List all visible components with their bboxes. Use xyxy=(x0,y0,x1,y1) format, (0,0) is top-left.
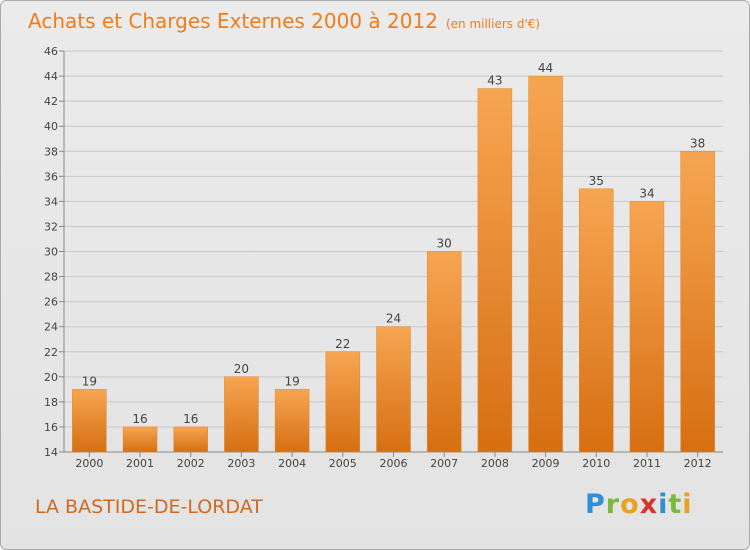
data-label-2011: 34 xyxy=(639,186,654,200)
data-label-2006: 24 xyxy=(386,312,401,326)
x-tick-label-2008: 2008 xyxy=(481,457,509,470)
y-tick-label: 34 xyxy=(44,195,58,208)
y-tick-label: 42 xyxy=(44,95,58,108)
bar-2009 xyxy=(528,75,563,453)
logo-letter: o xyxy=(620,489,640,520)
y-tick-label: 46 xyxy=(44,45,58,58)
y-tick-label: 24 xyxy=(44,321,58,334)
data-label-2005: 22 xyxy=(335,337,350,351)
x-tick-label-2000: 2000 xyxy=(75,457,103,470)
x-axis: 2000 2001 2002 2003 2004 2005 2006 2007 2008 2009… xyxy=(64,451,723,470)
y-tick-label: 20 xyxy=(44,371,58,384)
y-tick-label: 22 xyxy=(44,346,58,359)
data-label-2004: 19 xyxy=(284,374,299,388)
y-tick-label: 40 xyxy=(44,120,58,133)
bar-2001 xyxy=(122,426,158,453)
y-tick-label: 14 xyxy=(44,446,58,459)
title-text: Achats et Charges Externes 2000 à 2012 xyxy=(28,9,438,33)
y-tick-label: 18 xyxy=(44,396,58,409)
x-tick-label-2009: 2009 xyxy=(532,457,560,470)
y-tick-label: 16 xyxy=(44,421,58,434)
logo-letter: t xyxy=(668,489,683,520)
x-tick-label-2011: 2011 xyxy=(633,457,661,470)
bar-2004 xyxy=(274,389,310,453)
bars xyxy=(72,75,715,453)
chart-title: Achats et Charges Externes 2000 à 2012 (e… xyxy=(28,9,540,33)
bar-2007 xyxy=(426,251,462,453)
x-tick-label-2005: 2005 xyxy=(329,457,357,470)
bar-2000 xyxy=(72,389,107,453)
y-tick-label: 38 xyxy=(44,145,58,158)
y-tick-label: 36 xyxy=(44,170,58,183)
x-tick-label-2006: 2006 xyxy=(380,457,408,470)
bar-2010 xyxy=(579,188,614,453)
x-tick-label-2001: 2001 xyxy=(126,457,154,470)
logo-letter: P xyxy=(585,489,606,520)
y-tick-label: 32 xyxy=(44,220,58,233)
commune-name: LA BASTIDE-DE-LORDAT xyxy=(35,496,263,518)
data-label-2002: 16 xyxy=(183,412,198,426)
logo-letter: x xyxy=(639,489,659,520)
logo-letter: i xyxy=(682,489,693,520)
data-label-2012: 38 xyxy=(690,136,705,150)
bar-2005 xyxy=(325,351,361,453)
bar-2002 xyxy=(173,426,208,453)
bar-2006 xyxy=(376,326,411,453)
data-label-2000: 19 xyxy=(82,374,97,388)
y-tick-label: 44 xyxy=(44,70,58,83)
x-tick-label-2004: 2004 xyxy=(278,457,306,470)
x-tick-label-2012: 2012 xyxy=(684,457,712,470)
chart-subtitle: (en milliers d'€) xyxy=(445,17,541,31)
y-tick-label: 30 xyxy=(44,246,58,259)
bar-2011 xyxy=(629,201,665,453)
logo-letter: i xyxy=(658,489,669,520)
data-label-2007: 30 xyxy=(437,237,452,251)
bar-2003 xyxy=(224,376,259,453)
y-tick-label: 26 xyxy=(44,296,58,309)
data-label-2009: 44 xyxy=(538,61,553,75)
x-tick-label-2010: 2010 xyxy=(582,457,610,470)
proxiti-logo: Proxiti xyxy=(585,489,693,520)
y-tick-label: 28 xyxy=(44,271,58,284)
bar-2012 xyxy=(680,151,715,453)
data-labels: 19 16 16 20 19 22 24 30 43 44 35 34 38 xyxy=(82,61,706,426)
data-label-2001: 16 xyxy=(132,412,147,426)
x-tick-label-2007: 2007 xyxy=(430,457,458,470)
data-label-2010: 35 xyxy=(589,174,604,188)
logo-letter: r xyxy=(605,489,621,520)
data-label-2003: 20 xyxy=(234,362,249,376)
x-tick-label-2002: 2002 xyxy=(177,457,205,470)
y-axis: 14 16 18 20 22 24 26 28 30 32 34 36 38 40 42 44 46 xyxy=(44,45,65,459)
x-tick-label-2003: 2003 xyxy=(227,457,255,470)
data-label-2008: 43 xyxy=(487,74,502,88)
bar-2008 xyxy=(477,88,513,453)
